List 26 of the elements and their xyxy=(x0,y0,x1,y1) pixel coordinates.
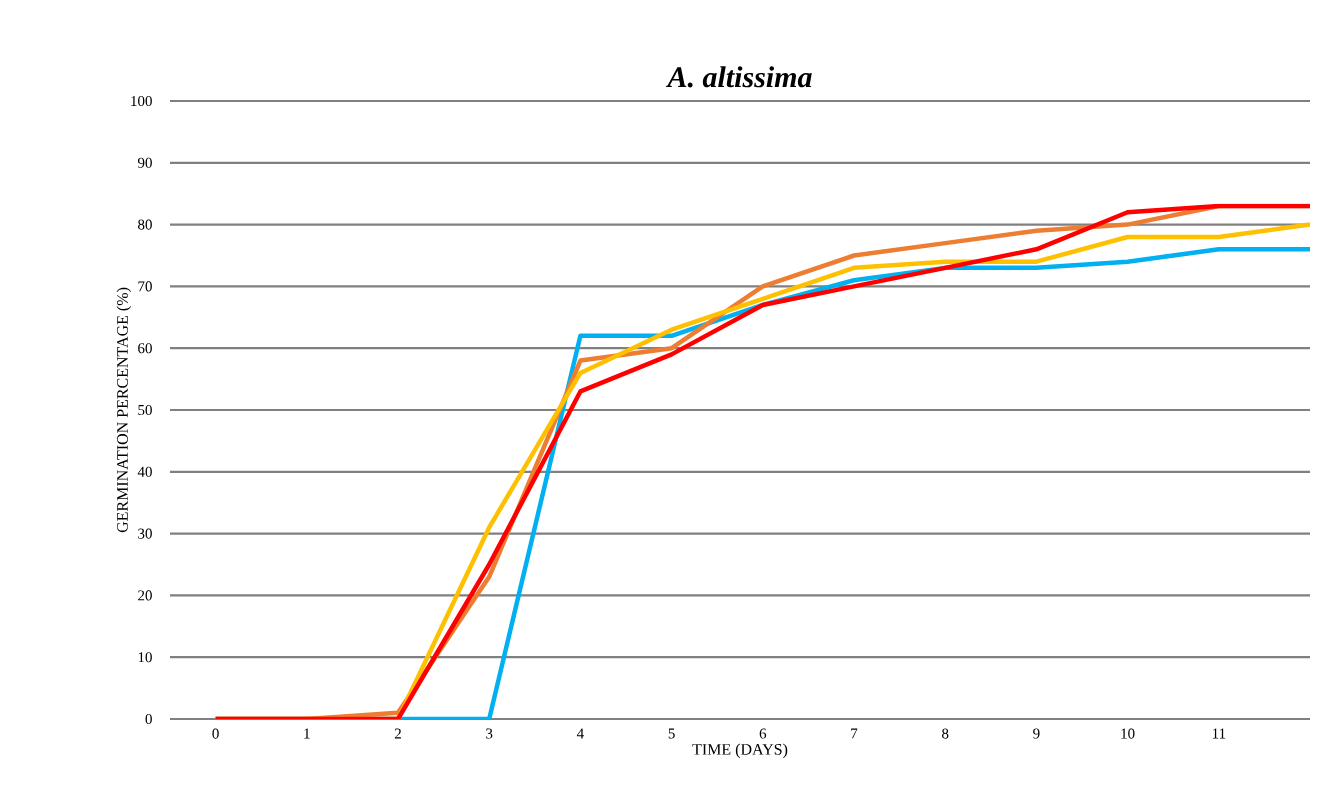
x-tick-label: 5 xyxy=(668,728,675,739)
y-tick-label: 50 xyxy=(138,404,152,416)
y-tick-label: 40 xyxy=(137,466,152,477)
y-tick-label: 90 xyxy=(137,157,152,168)
x-tick-label: 0 xyxy=(212,728,219,739)
chart-title: A. altissima xyxy=(665,66,812,88)
y-tick-label: 10 xyxy=(138,652,152,663)
x-tick-label: 6 xyxy=(759,728,767,739)
x-tick-label: 4 xyxy=(576,728,584,739)
y-tick-label: 80 xyxy=(138,219,152,230)
x-tick-label: 9 xyxy=(1033,728,1040,739)
y-tick-label: 20 xyxy=(138,590,152,601)
x-tick-label: 1 xyxy=(304,728,310,739)
x-tick-label: 10 xyxy=(1121,728,1135,739)
x-tick-label: 3 xyxy=(486,728,493,739)
y-tick-label: 60 xyxy=(138,343,152,354)
x-tick-label: 11 xyxy=(1212,728,1226,739)
x-tick-label: 8 xyxy=(942,728,949,739)
x-tick-label: 7 xyxy=(851,728,858,739)
y-tick-label: 0 xyxy=(145,713,152,725)
y-tick-label: 100 xyxy=(131,95,152,107)
x-tick-label: 2 xyxy=(394,728,401,739)
y-tick-label: 70 xyxy=(138,281,152,292)
y-tick-label: 30 xyxy=(138,528,152,539)
x-axis-title: TIME (DAYS) xyxy=(692,743,788,759)
y-axis-title: GERMINATION PERCENTAGE (%) xyxy=(116,287,132,533)
